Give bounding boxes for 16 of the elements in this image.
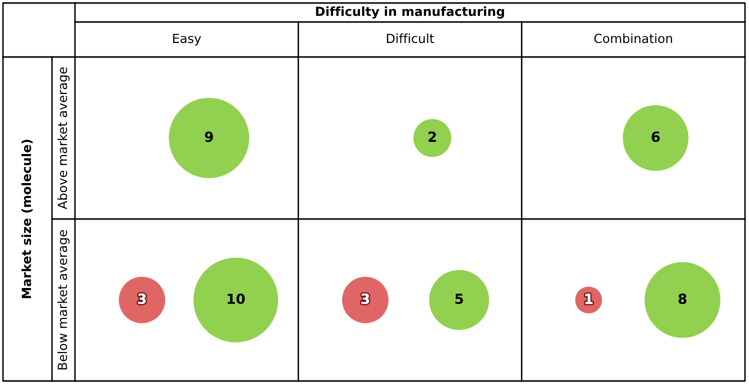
category-label: Difficult bbox=[386, 33, 434, 44]
text: Difficulty in manufacturing bbox=[316, 6, 504, 19]
text: Above market average bbox=[57, 67, 70, 210]
data-label: 5 bbox=[455, 294, 463, 304]
data-label: 8 bbox=[678, 294, 686, 304]
text: Market size (molecule) bbox=[21, 140, 33, 298]
data-label: 3 bbox=[138, 294, 146, 304]
data-label: 3 bbox=[361, 294, 370, 304]
category-label: Combination bbox=[594, 33, 672, 44]
category-label: Easy bbox=[173, 34, 202, 46]
data-label: 10 bbox=[228, 294, 245, 304]
data-label: 1 bbox=[585, 294, 593, 304]
data-label: 9 bbox=[204, 132, 213, 142]
data-label: 6 bbox=[652, 132, 660, 142]
data-label: 2 bbox=[428, 132, 436, 142]
text: Below market average bbox=[57, 230, 70, 370]
